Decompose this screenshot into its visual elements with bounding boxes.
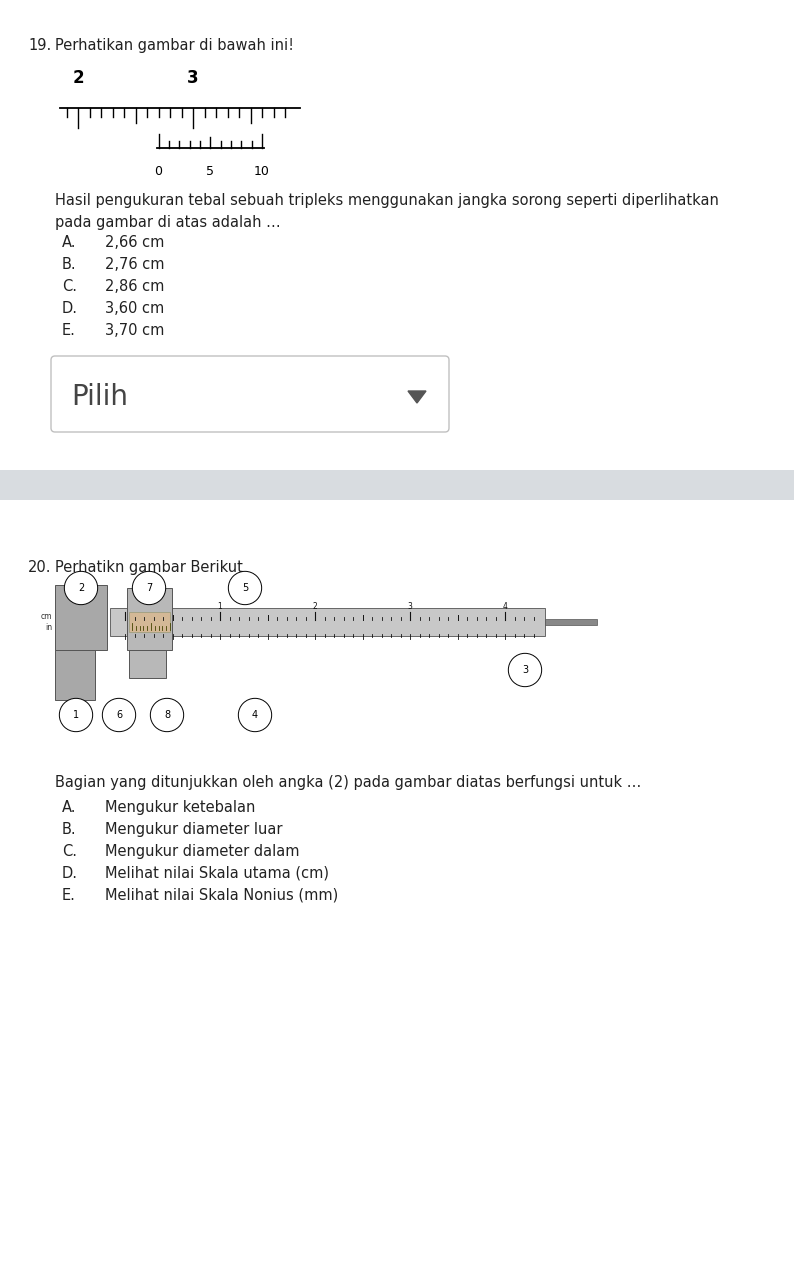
Text: Mengukur ketebalan: Mengukur ketebalan bbox=[105, 800, 256, 815]
Text: 3,60 cm: 3,60 cm bbox=[105, 301, 164, 315]
Text: 2: 2 bbox=[78, 583, 84, 594]
Text: Mengukur diameter luar: Mengukur diameter luar bbox=[105, 822, 283, 837]
Text: 10: 10 bbox=[254, 165, 270, 178]
Text: D.: D. bbox=[62, 867, 78, 881]
Text: Hasil pengukuran tebal sebuah tripleks menggunakan jangka sorong seperti diperli: Hasil pengukuran tebal sebuah tripleks m… bbox=[55, 194, 719, 231]
FancyBboxPatch shape bbox=[51, 356, 449, 432]
Bar bbox=[55, 585, 107, 650]
Text: 6: 6 bbox=[116, 710, 122, 720]
Text: B.: B. bbox=[62, 256, 77, 272]
Text: 3: 3 bbox=[407, 603, 412, 612]
Text: C.: C. bbox=[62, 279, 77, 294]
Text: 2: 2 bbox=[72, 69, 84, 87]
Bar bbox=[129, 612, 170, 632]
Text: Pilih: Pilih bbox=[71, 383, 128, 412]
Text: cm
in: cm in bbox=[40, 613, 52, 632]
Bar bbox=[55, 650, 95, 700]
Text: 20.: 20. bbox=[28, 560, 52, 576]
Text: Bagian yang ditunjukkan oleh angka (2) pada gambar diatas berfungsi untuk …: Bagian yang ditunjukkan oleh angka (2) p… bbox=[55, 776, 642, 790]
Text: 1: 1 bbox=[73, 710, 79, 720]
Polygon shape bbox=[408, 391, 426, 403]
Bar bbox=[545, 619, 597, 626]
Text: 4: 4 bbox=[252, 710, 258, 720]
Text: 3: 3 bbox=[187, 69, 198, 87]
Text: D.: D. bbox=[62, 301, 78, 315]
Text: 2: 2 bbox=[313, 603, 318, 612]
Text: E.: E. bbox=[62, 323, 76, 338]
Text: Melihat nilai Skala Nonius (mm): Melihat nilai Skala Nonius (mm) bbox=[105, 888, 338, 903]
Text: 1: 1 bbox=[218, 603, 222, 612]
Text: B.: B. bbox=[62, 822, 77, 837]
Bar bbox=[110, 608, 545, 636]
Text: 8: 8 bbox=[164, 710, 170, 720]
Text: Mengukur diameter dalam: Mengukur diameter dalam bbox=[105, 844, 299, 859]
Text: 4: 4 bbox=[503, 603, 507, 612]
Text: 3: 3 bbox=[522, 665, 528, 676]
Text: Perhatikn gambar Berikut: Perhatikn gambar Berikut bbox=[55, 560, 243, 576]
Text: 0: 0 bbox=[155, 165, 163, 178]
Text: C.: C. bbox=[62, 844, 77, 859]
Bar bbox=[0, 470, 794, 500]
Text: 2,76 cm: 2,76 cm bbox=[105, 256, 164, 272]
Text: 5: 5 bbox=[242, 583, 248, 594]
Text: 2,66 cm: 2,66 cm bbox=[105, 235, 164, 250]
Text: A.: A. bbox=[62, 800, 76, 815]
Text: 5: 5 bbox=[206, 165, 214, 178]
Text: E.: E. bbox=[62, 888, 76, 903]
Text: Melihat nilai Skala utama (cm): Melihat nilai Skala utama (cm) bbox=[105, 867, 329, 881]
Text: 2,86 cm: 2,86 cm bbox=[105, 279, 164, 294]
Text: A.: A. bbox=[62, 235, 76, 250]
Text: 3,70 cm: 3,70 cm bbox=[105, 323, 164, 338]
Text: Perhatikan gambar di bawah ini!: Perhatikan gambar di bawah ini! bbox=[55, 38, 294, 53]
Bar bbox=[127, 588, 172, 650]
Text: 7: 7 bbox=[146, 583, 152, 594]
Text: 19.: 19. bbox=[28, 38, 52, 53]
Bar bbox=[129, 650, 166, 678]
